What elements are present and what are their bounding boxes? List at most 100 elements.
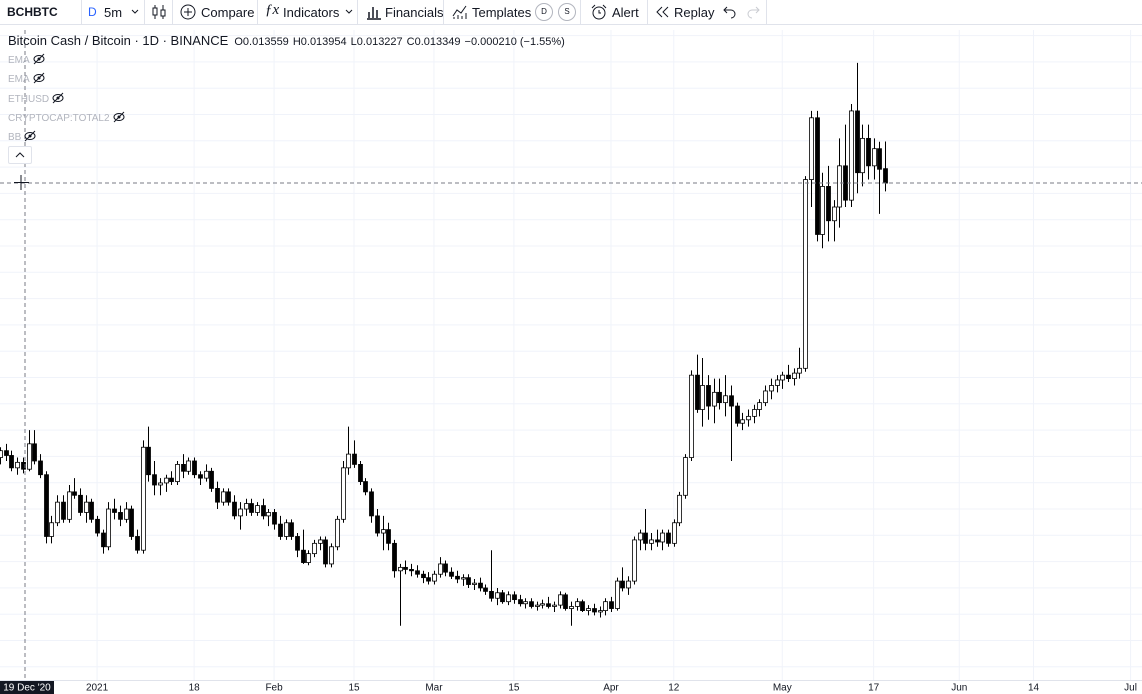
candle-body — [244, 503, 249, 510]
candle-body — [461, 577, 466, 580]
collapse-button[interactable] — [8, 146, 32, 164]
chart-style-icon[interactable] — [151, 4, 167, 20]
chevron[interactable] — [131, 4, 139, 20]
template-s[interactable]: S — [558, 3, 576, 21]
templates-button[interactable]: Templates — [472, 5, 532, 20]
symbol[interactable]: BCHBTC — [7, 5, 58, 19]
hidden-eye-icon[interactable] — [52, 92, 64, 104]
candle-body — [403, 566, 408, 570]
undo-icon[interactable] — [723, 4, 737, 20]
template-d[interactable]: D — [535, 3, 553, 21]
candle-body — [38, 460, 43, 476]
crosshair-cursor — [14, 175, 29, 190]
candle-body — [677, 494, 682, 524]
candle-body — [141, 446, 146, 551]
ohlc-field-label: H — [292, 36, 301, 48]
toolbar: BCHBTC D 5m Compare ƒx Indicators Financ… — [0, 0, 1142, 25]
candle-body — [649, 539, 654, 544]
candle-body — [432, 573, 437, 582]
compare-icon[interactable] — [180, 4, 196, 20]
chevron[interactable] — [345, 4, 353, 20]
candle-body — [318, 539, 323, 544]
candle-body — [535, 604, 540, 607]
candle-body — [118, 512, 123, 520]
candle-body — [112, 508, 117, 513]
interval[interactable]: 5m — [104, 5, 123, 20]
x-tick-label: Jul — [1124, 683, 1137, 694]
candle-body — [4, 450, 9, 456]
ohlc-field-label: C — [406, 36, 415, 48]
candle-body — [615, 580, 620, 609]
candle-body — [666, 532, 671, 544]
redo-icon[interactable] — [746, 4, 760, 20]
candle-body — [603, 601, 608, 612]
replay-button[interactable]: Replay — [674, 5, 715, 20]
candle-body — [643, 532, 648, 544]
financials-button[interactable]: Financials — [385, 5, 444, 20]
hidden-eye-icon[interactable] — [33, 53, 45, 65]
candle-body — [495, 592, 500, 599]
hidden-eye-icon[interactable] — [33, 72, 45, 84]
candle-body — [312, 542, 317, 555]
hidden-eye-icon[interactable] — [24, 130, 36, 142]
separator — [647, 0, 648, 24]
candle-body — [392, 542, 397, 572]
candle-body — [415, 570, 420, 575]
grid-lines — [0, 30, 1142, 680]
templates-icon[interactable] — [452, 4, 468, 20]
candle-body — [375, 515, 380, 534]
candle-body — [106, 508, 111, 548]
hidden-eye-icon[interactable] — [113, 111, 125, 123]
series-title: Bitcoin Cash / Bitcoin · 1D · BINANCE — [8, 33, 229, 48]
candle-body — [500, 592, 505, 603]
study-name: EMA — [8, 74, 30, 85]
interval-prefix[interactable]: D — [88, 5, 97, 19]
candle-body — [775, 379, 780, 386]
candle-body — [0, 450, 3, 458]
candle-body — [826, 186, 831, 222]
candle-body — [866, 137, 871, 167]
candle-body — [169, 477, 174, 482]
indicators-button[interactable]: Indicators — [283, 5, 340, 20]
candle-body — [295, 536, 300, 551]
candle-body — [655, 539, 660, 543]
study-row: EMA — [8, 53, 45, 66]
candle-body — [518, 599, 523, 605]
time-axis: 2021 18 Feb 15 Mar 15 Apr 12 May 17 Jun 14 Jul — [86, 683, 1137, 694]
candle-body — [398, 566, 403, 572]
alert-button[interactable]: Alert — [612, 5, 639, 20]
candle-body — [792, 372, 797, 380]
replay-icon[interactable] — [656, 4, 670, 20]
candle-body — [786, 374, 791, 380]
financials-icon[interactable] — [366, 4, 382, 20]
candle-body — [278, 523, 283, 537]
legend: Bitcoin Cash / Bitcoin · 1D · BINANCE O0.… — [8, 33, 565, 48]
study-row: CRYPTOCAP:TOTAL2 — [8, 111, 125, 124]
fx-icon[interactable]: ƒx — [265, 2, 280, 18]
candle-body — [632, 539, 637, 582]
candle-body — [877, 148, 882, 170]
separator — [580, 0, 581, 24]
candle-body — [706, 385, 711, 407]
candle-body — [729, 395, 734, 407]
study-name: BB — [8, 132, 22, 143]
candle-body — [455, 575, 460, 580]
x-tick-label: May — [773, 683, 792, 694]
ohlc-change: −0.000210 (−1.55%) — [464, 36, 565, 48]
candle-body — [158, 482, 163, 486]
candle-body — [192, 460, 197, 476]
candle-body — [598, 610, 603, 613]
ohlc-field-label: L — [350, 36, 357, 48]
ohlc-field-value: 0.013227 — [356, 36, 403, 48]
compare-button[interactable]: Compare — [201, 5, 255, 20]
candle-body — [181, 464, 186, 472]
candle-body — [255, 505, 260, 513]
candle-body — [329, 546, 334, 565]
candle-body — [580, 601, 585, 612]
alert-icon[interactable] — [590, 4, 608, 20]
candle-body — [238, 508, 243, 517]
candle-body — [266, 512, 271, 517]
candle-body — [55, 501, 60, 524]
separator — [766, 0, 767, 24]
